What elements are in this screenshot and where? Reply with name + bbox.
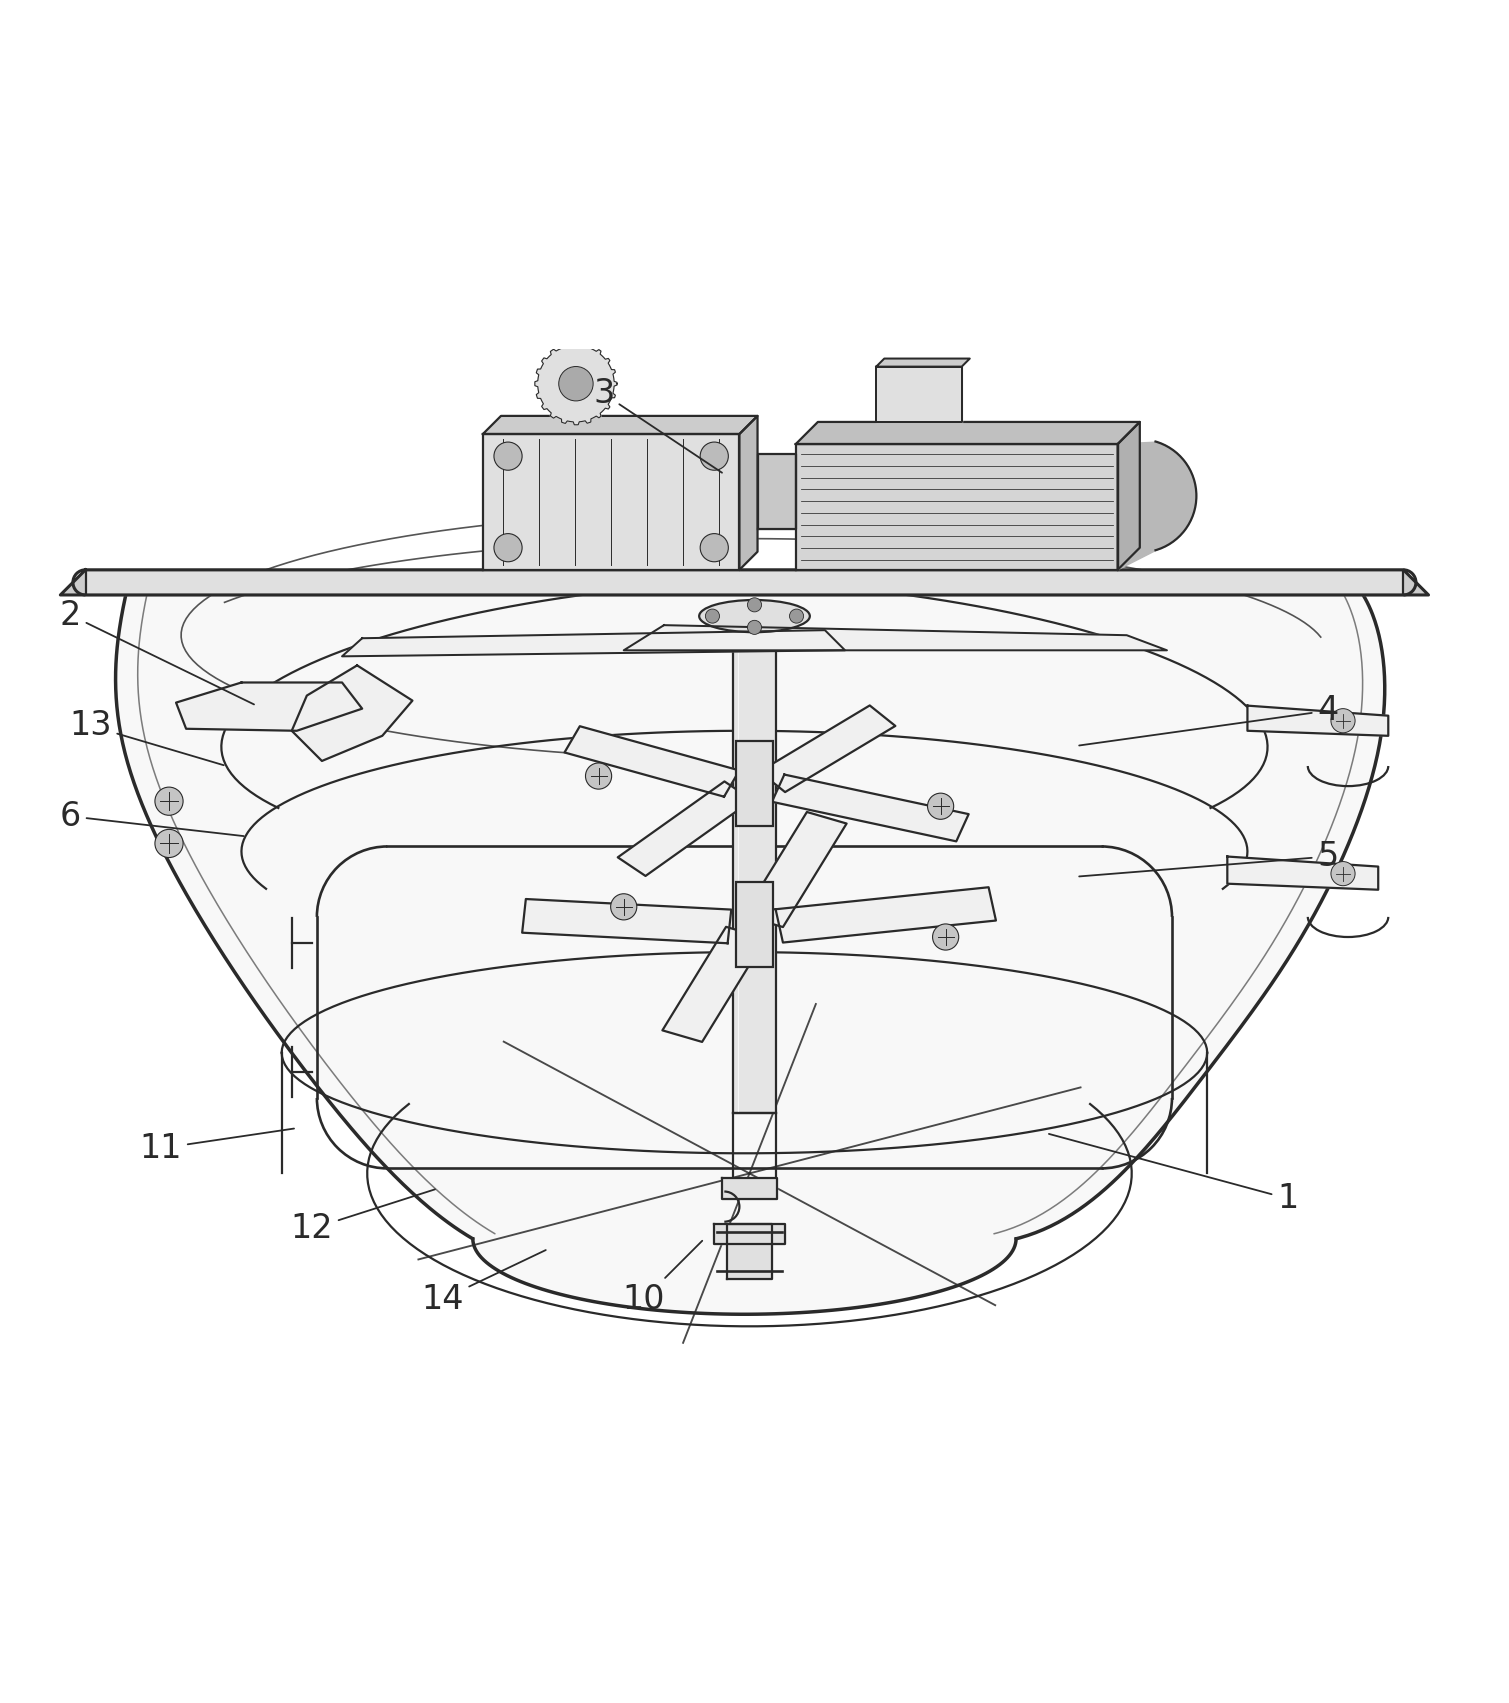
- Circle shape: [789, 610, 804, 623]
- Circle shape: [493, 533, 522, 562]
- Polygon shape: [1248, 705, 1388, 736]
- Polygon shape: [727, 1224, 773, 1279]
- Text: 10: 10: [623, 1241, 702, 1316]
- Circle shape: [155, 829, 183, 858]
- Bar: [736, 882, 773, 967]
- Text: 4: 4: [1079, 695, 1338, 746]
- Polygon shape: [483, 434, 739, 571]
- Circle shape: [493, 443, 522, 470]
- Polygon shape: [534, 342, 617, 424]
- Polygon shape: [291, 666, 412, 761]
- Text: 5: 5: [1079, 840, 1338, 877]
- Polygon shape: [60, 571, 1429, 594]
- Circle shape: [155, 787, 183, 816]
- Circle shape: [747, 620, 762, 635]
- Circle shape: [611, 894, 637, 920]
- Bar: [733, 632, 776, 1114]
- Polygon shape: [744, 812, 847, 926]
- Circle shape: [700, 443, 729, 470]
- Text: 1: 1: [1049, 1134, 1298, 1214]
- Circle shape: [1331, 862, 1355, 886]
- Polygon shape: [758, 455, 795, 530]
- Circle shape: [747, 598, 762, 611]
- Polygon shape: [623, 625, 1166, 651]
- Text: 11: 11: [140, 1129, 294, 1165]
- Circle shape: [1331, 708, 1355, 732]
- Polygon shape: [343, 630, 845, 656]
- Polygon shape: [776, 887, 996, 942]
- Polygon shape: [795, 422, 1139, 444]
- Polygon shape: [877, 366, 961, 422]
- Polygon shape: [773, 775, 969, 841]
- Text: 14: 14: [421, 1250, 546, 1316]
- Polygon shape: [877, 359, 970, 366]
- Text: 13: 13: [69, 708, 223, 765]
- Polygon shape: [483, 416, 758, 434]
- Polygon shape: [1403, 571, 1429, 594]
- Circle shape: [700, 533, 729, 562]
- Polygon shape: [60, 571, 86, 594]
- Text: 3: 3: [593, 378, 721, 473]
- Text: 2: 2: [60, 598, 254, 705]
- Polygon shape: [759, 705, 895, 792]
- Polygon shape: [86, 571, 1403, 594]
- Text: 6: 6: [60, 800, 244, 836]
- Polygon shape: [522, 899, 732, 943]
- Polygon shape: [795, 444, 1118, 571]
- Polygon shape: [662, 926, 765, 1042]
- Polygon shape: [116, 594, 1385, 1315]
- Circle shape: [705, 610, 720, 623]
- Circle shape: [933, 925, 958, 950]
- Circle shape: [585, 763, 611, 788]
- Polygon shape: [739, 416, 758, 571]
- Polygon shape: [1118, 422, 1139, 571]
- Bar: [736, 741, 773, 826]
- Polygon shape: [721, 1178, 777, 1199]
- Circle shape: [558, 366, 593, 400]
- Circle shape: [928, 794, 954, 819]
- Polygon shape: [177, 683, 362, 731]
- Polygon shape: [617, 782, 751, 875]
- Polygon shape: [564, 725, 739, 797]
- Polygon shape: [714, 1224, 785, 1243]
- Polygon shape: [1118, 443, 1197, 571]
- Text: 12: 12: [291, 1189, 435, 1245]
- Ellipse shape: [699, 599, 810, 632]
- Polygon shape: [1227, 857, 1378, 889]
